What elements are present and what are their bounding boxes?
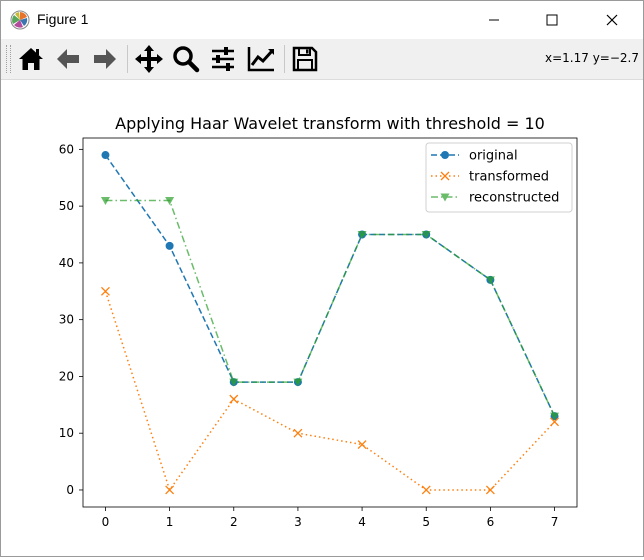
window-title: Figure 1 [37,11,89,27]
x-tick-label: 0 [102,515,110,529]
data-point-reconstructed [100,196,110,205]
data-point-reconstructed [421,231,431,240]
cursor-coordinates: x=1.17 y=−2.7 [545,51,639,65]
toolbar-separator [284,45,285,73]
data-point-transformed [165,485,175,495]
data-point-reconstructed [550,412,560,421]
x-tick-label: 3 [294,515,302,529]
minimize-button[interactable] [471,1,517,39]
data-point-reconstructed [165,196,175,205]
x-tick-label: 6 [487,515,495,529]
back-arrow-icon [57,49,79,69]
toolbar-grip [6,45,11,73]
forward-button[interactable] [88,42,122,76]
legend-marker-transformed [440,171,450,181]
y-tick-label: 10 [59,426,74,440]
legend: original transformed reconstructed [425,142,573,213]
edit-axis-icon [247,47,274,72]
data-point-reconstructed [293,378,303,387]
legend-label-transformed: transformed [469,170,549,185]
home-icon [19,48,43,70]
forward-arrow-icon [94,49,116,69]
configure-subplots-icon [212,47,234,71]
y-tick-label: 30 [59,313,74,327]
y-tick-label: 40 [59,256,74,270]
x-tick-label: 2 [230,515,238,529]
save-button[interactable] [288,42,322,76]
legend-marker-reconstructed [440,193,450,202]
data-point-transformed [550,417,560,427]
toolbar-separator [127,45,128,73]
legend-label-reconstructed: reconstructed [469,191,559,206]
maximize-icon [546,14,558,26]
close-icon [606,14,618,26]
series-line-reconstructed [105,199,556,417]
x-tick-label: 4 [358,515,366,529]
chart-title: Applying Haar Wavelet transform with thr… [115,114,545,133]
data-point-transformed [229,394,239,404]
maximize-button[interactable] [529,1,575,39]
data-point-transformed [100,286,110,296]
data-point-transformed [421,485,431,495]
figure-canvas[interactable]: Applying Haar Wavelet transform with thr… [1,80,643,556]
data-point-transformed [357,440,367,450]
pan-button[interactable] [132,42,166,76]
title-bar: Figure 1 [1,1,643,39]
matplotlib-logo-icon [10,10,30,30]
configure-subplots-button[interactable] [206,42,240,76]
edit-axis-button[interactable] [244,42,278,76]
data-point-original [101,151,110,160]
minimize-icon [489,19,499,21]
data-point-original [165,241,174,250]
home-button[interactable] [14,42,48,76]
navigation-toolbar [1,39,643,80]
x-tick-label: 5 [422,515,430,529]
back-button[interactable] [51,42,85,76]
data-point-reconstructed [229,378,239,387]
legend-frame [425,142,573,213]
save-floppy-icon [292,46,318,72]
y-tick-label: 60 [59,142,74,156]
y-tick-label: 20 [59,369,74,383]
pan-move-icon [135,45,163,73]
legend-label-original: original [469,149,518,164]
y-tick-label: 50 [59,199,74,213]
data-point-transformed [485,485,495,495]
y-tick-label: 0 [66,483,74,497]
series-line-transformed [104,291,556,492]
close-button[interactable] [589,1,635,39]
zoom-button[interactable] [169,42,203,76]
x-tick-label: 7 [551,515,559,529]
x-tick-label: 1 [166,515,174,529]
axes-frame [82,137,578,508]
data-point-reconstructed [357,231,367,240]
zoom-magnifier-icon [173,46,200,73]
legend-marker-original [441,151,449,159]
data-point-transformed [293,428,303,438]
line-chart: Applying Haar Wavelet transform with thr… [59,114,578,529]
data-point-reconstructed [485,276,495,285]
